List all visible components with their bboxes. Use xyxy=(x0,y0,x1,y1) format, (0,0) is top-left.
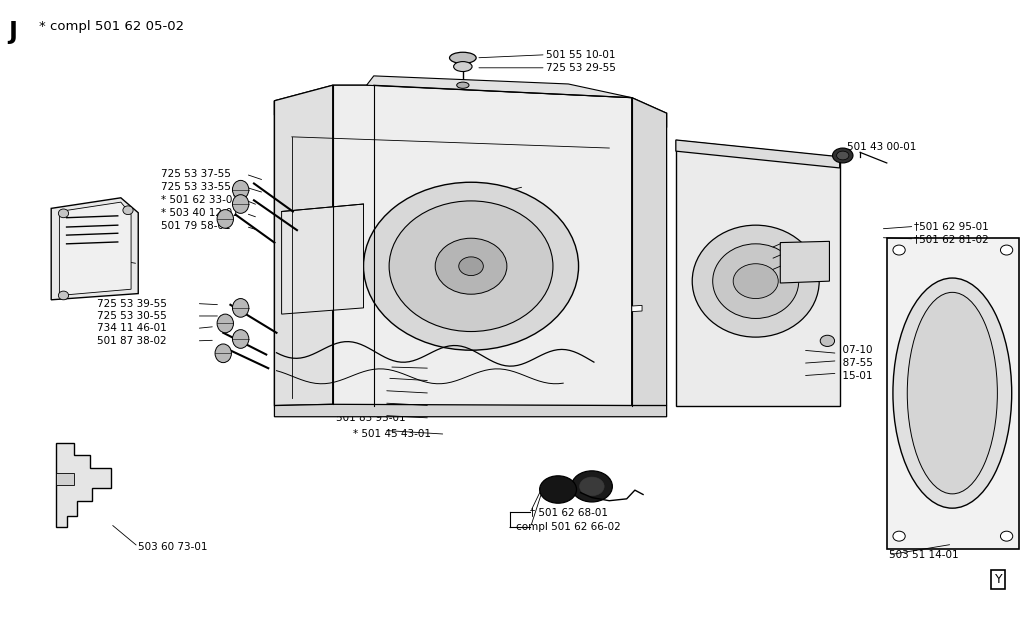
Ellipse shape xyxy=(457,82,469,88)
Text: †501 62 81-02: †501 62 81-02 xyxy=(914,234,989,244)
Ellipse shape xyxy=(893,531,905,541)
Text: 503 51 14-01: 503 51 14-01 xyxy=(889,550,958,560)
Ellipse shape xyxy=(571,471,612,502)
Ellipse shape xyxy=(692,225,819,337)
Text: * 503 40 12-01: * 503 40 12-01 xyxy=(161,208,239,218)
Ellipse shape xyxy=(454,62,472,72)
Text: 503 60 73-01: 503 60 73-01 xyxy=(138,542,208,552)
Polygon shape xyxy=(274,85,333,406)
Ellipse shape xyxy=(893,278,1012,508)
Ellipse shape xyxy=(435,238,507,294)
Polygon shape xyxy=(274,101,632,406)
Text: 501 54 63-01: 501 54 63-01 xyxy=(336,388,406,398)
Ellipse shape xyxy=(58,209,69,218)
Ellipse shape xyxy=(1000,531,1013,541)
Polygon shape xyxy=(274,404,667,417)
Polygon shape xyxy=(632,305,642,312)
Ellipse shape xyxy=(459,257,483,276)
Ellipse shape xyxy=(217,210,233,228)
Polygon shape xyxy=(56,443,111,527)
Ellipse shape xyxy=(232,195,249,213)
Polygon shape xyxy=(676,140,840,168)
Text: 725 53 37-55: 725 53 37-55 xyxy=(161,169,230,179)
Text: 501 45 41-01: 501 45 41-01 xyxy=(336,363,406,373)
Text: 725 53 33-55: 725 53 33-55 xyxy=(161,182,230,192)
Text: 501 55 10-01: 501 55 10-01 xyxy=(546,50,615,60)
Text: - compl 501 62 66-02: - compl 501 62 66-02 xyxy=(509,522,621,532)
Ellipse shape xyxy=(215,344,231,363)
Ellipse shape xyxy=(232,299,249,317)
Ellipse shape xyxy=(540,476,577,503)
Polygon shape xyxy=(632,98,667,406)
Text: 501 43 00-01: 501 43 00-01 xyxy=(847,142,916,152)
Text: - 725 53 27-56: - 725 53 27-56 xyxy=(507,186,584,196)
Ellipse shape xyxy=(364,182,579,350)
Polygon shape xyxy=(59,202,131,295)
Ellipse shape xyxy=(893,245,905,255)
Polygon shape xyxy=(51,198,138,300)
Text: 725 53 30-55: 725 53 30-55 xyxy=(97,311,167,321)
Text: Y: Y xyxy=(994,573,1002,586)
Ellipse shape xyxy=(907,292,997,494)
Ellipse shape xyxy=(733,264,778,299)
Ellipse shape xyxy=(820,335,835,346)
Ellipse shape xyxy=(123,206,133,215)
Text: 725 53 39-55: 725 53 39-55 xyxy=(97,299,167,309)
Polygon shape xyxy=(333,85,632,406)
Text: 501 45 27-02: 501 45 27-02 xyxy=(336,376,406,386)
Text: * 501 45 43-01: * 501 45 43-01 xyxy=(353,429,431,439)
Polygon shape xyxy=(780,241,829,283)
Text: 503 50 15-01: 503 50 15-01 xyxy=(803,371,872,381)
Text: 720 13 07-10: 720 13 07-10 xyxy=(803,345,872,355)
Text: 725 53 29-55: 725 53 29-55 xyxy=(546,63,615,73)
Ellipse shape xyxy=(389,201,553,332)
Ellipse shape xyxy=(837,151,849,160)
Ellipse shape xyxy=(713,244,799,318)
Text: 501 79 58-01: 501 79 58-01 xyxy=(161,221,230,231)
Text: * * 720 13 07-10: * * 720 13 07-10 xyxy=(336,401,422,411)
Ellipse shape xyxy=(217,314,233,333)
Polygon shape xyxy=(676,140,840,406)
Text: † 501 62 68-01: † 501 62 68-01 xyxy=(530,507,608,517)
Text: 501 87 38-02: 501 87 38-02 xyxy=(97,336,167,346)
Polygon shape xyxy=(367,76,632,98)
Ellipse shape xyxy=(1000,245,1013,255)
Text: J: J xyxy=(8,20,17,44)
Text: †501 62 95-01: †501 62 95-01 xyxy=(914,221,989,231)
Ellipse shape xyxy=(450,52,476,63)
Ellipse shape xyxy=(58,291,69,300)
Ellipse shape xyxy=(833,148,853,163)
Ellipse shape xyxy=(232,330,249,348)
Text: 734 11 46-01: 734 11 46-01 xyxy=(97,323,167,333)
Text: 501 83 93-01: 501 83 93-01 xyxy=(336,413,406,423)
Text: 503 48 57-01: 503 48 57-01 xyxy=(56,259,126,269)
Ellipse shape xyxy=(232,180,249,199)
Text: * 501 62 33-01: * 501 62 33-01 xyxy=(161,195,239,205)
Polygon shape xyxy=(56,473,74,485)
Polygon shape xyxy=(282,204,364,314)
Polygon shape xyxy=(274,85,667,128)
Text: * compl 501 62 05-02: * compl 501 62 05-02 xyxy=(39,20,184,33)
Text: 725 52 87-55: 725 52 87-55 xyxy=(803,358,872,368)
Ellipse shape xyxy=(580,477,604,496)
Polygon shape xyxy=(887,238,1019,549)
